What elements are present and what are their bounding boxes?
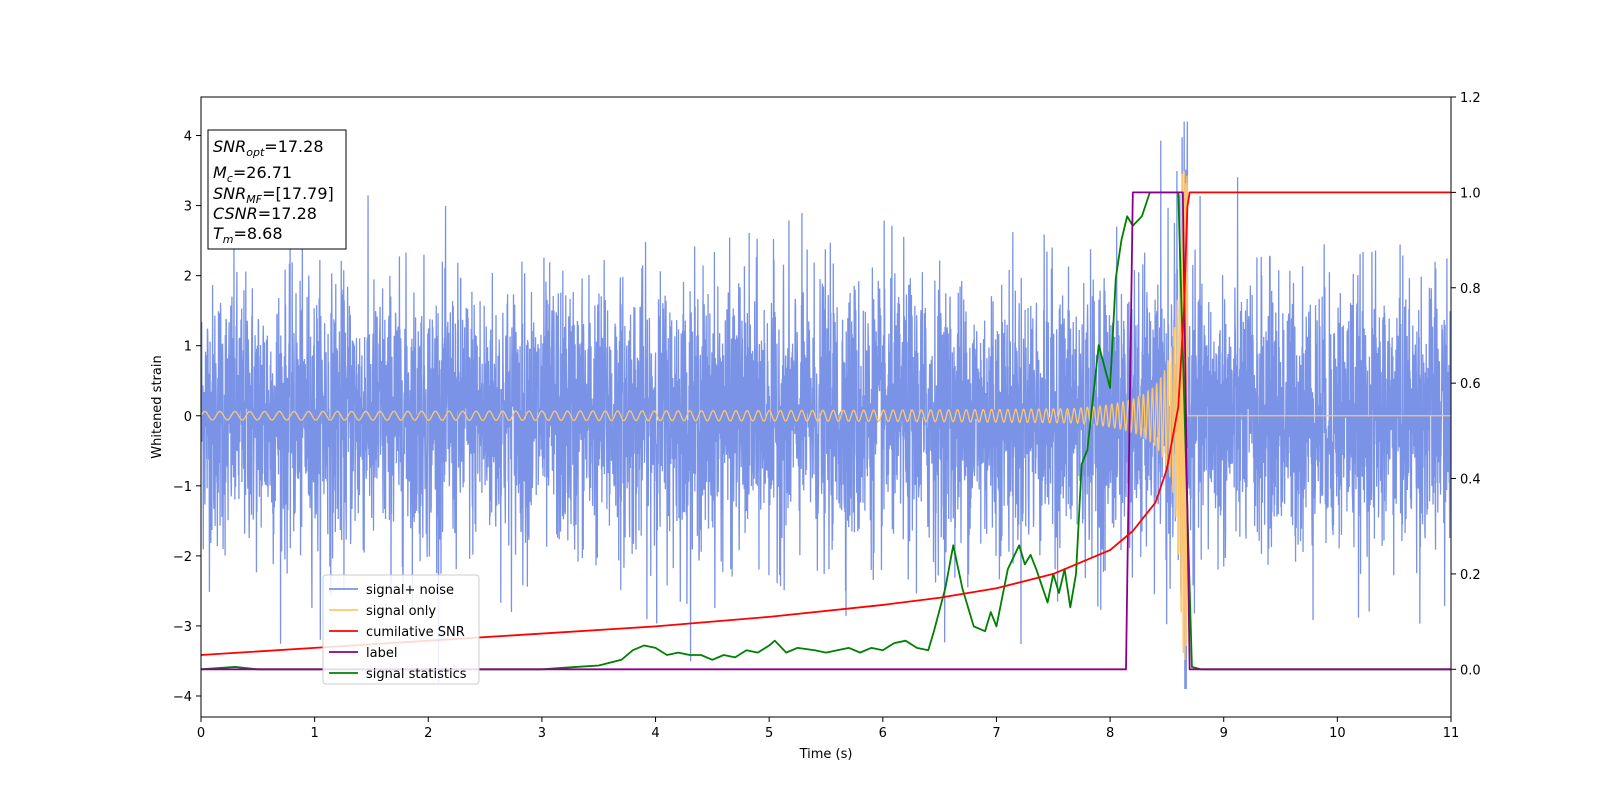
legend-frame [322,574,480,685]
y-left-tick-label: 0 [184,410,192,425]
annotation-tm: Tm=8.68 [213,224,283,246]
y-left-tick-label: 4 [184,130,192,145]
annotation-frame [207,129,347,250]
y-right-tick-label: 0.6 [1460,377,1481,392]
y-left-tick-label: −3 [173,620,192,635]
x-tick-label: 7 [992,726,1000,741]
x-tick-label: 4 [651,726,659,741]
x-tick-label: 2 [424,726,432,741]
x-tick-label: 3 [538,726,546,741]
series-signal-noise [201,121,1451,689]
legend: signal+ noise signal only cumilative SNR la… [322,574,480,685]
x-tick-label: 1 [310,726,318,741]
series-signal-statistics [201,191,1451,671]
x-tick-label: 6 [879,726,887,741]
y-right-tick-label: 0.0 [1460,663,1481,678]
plot-area [201,121,1451,689]
y-right-tick-label: 0.8 [1460,282,1481,297]
y-left-tick-label: −4 [173,690,192,705]
annotation-mc: Mc=26.71 [213,163,292,185]
y-axis-label: Whitened strain [150,355,165,458]
y-right-tick-label: 0.2 [1460,568,1481,583]
parameter-annotation-box: SNRopt=17.28 Mc=26.71 SNRMF=[17.79] CSNR… [207,129,347,250]
annotation-snr-opt: SNRopt=17.28 [213,137,324,159]
legend-label: signal only [366,604,436,619]
legend-label: cumilative SNR [366,625,465,640]
annotation-snr-mf: SNRMF=[17.79] [213,184,334,206]
y-left-tick-label: 3 [184,200,192,215]
legend-label: label [366,646,397,661]
series-label [201,191,1451,671]
x-tick-label: 10 [1329,726,1346,741]
annotation-csnr: CSNR=17.28 [213,204,317,223]
legend-label: signal+ noise [366,583,454,598]
y-right-tick-label: 1.0 [1460,186,1481,201]
x-tick-label: 5 [765,726,773,741]
y-left-tick-label: 2 [184,270,192,285]
y-right-tick-label: 0.4 [1460,473,1481,488]
x-tick-label: 0 [197,726,205,741]
y-right-tick-label: 1.2 [1460,91,1481,106]
legend-label: signal statistics [366,667,467,682]
x-axis-label: Time (s) [799,747,853,762]
axis-ticks: 0 1 2 3 4 5 6 7 8 9 10 1143210−1−2−3−41.21.00.80.60… [173,91,1481,741]
y-left-tick-label: −1 [173,480,192,495]
series-signal-only [201,171,1451,660]
y-left-tick-label: −2 [173,550,192,565]
x-tick-label: 11 [1443,726,1460,741]
axes-frame [200,96,1452,718]
x-tick-label: 9 [1220,726,1228,741]
series-cumulative-snr [201,191,1451,656]
y-left-tick-label: 1 [184,340,192,355]
x-tick-label: 8 [1106,726,1114,741]
